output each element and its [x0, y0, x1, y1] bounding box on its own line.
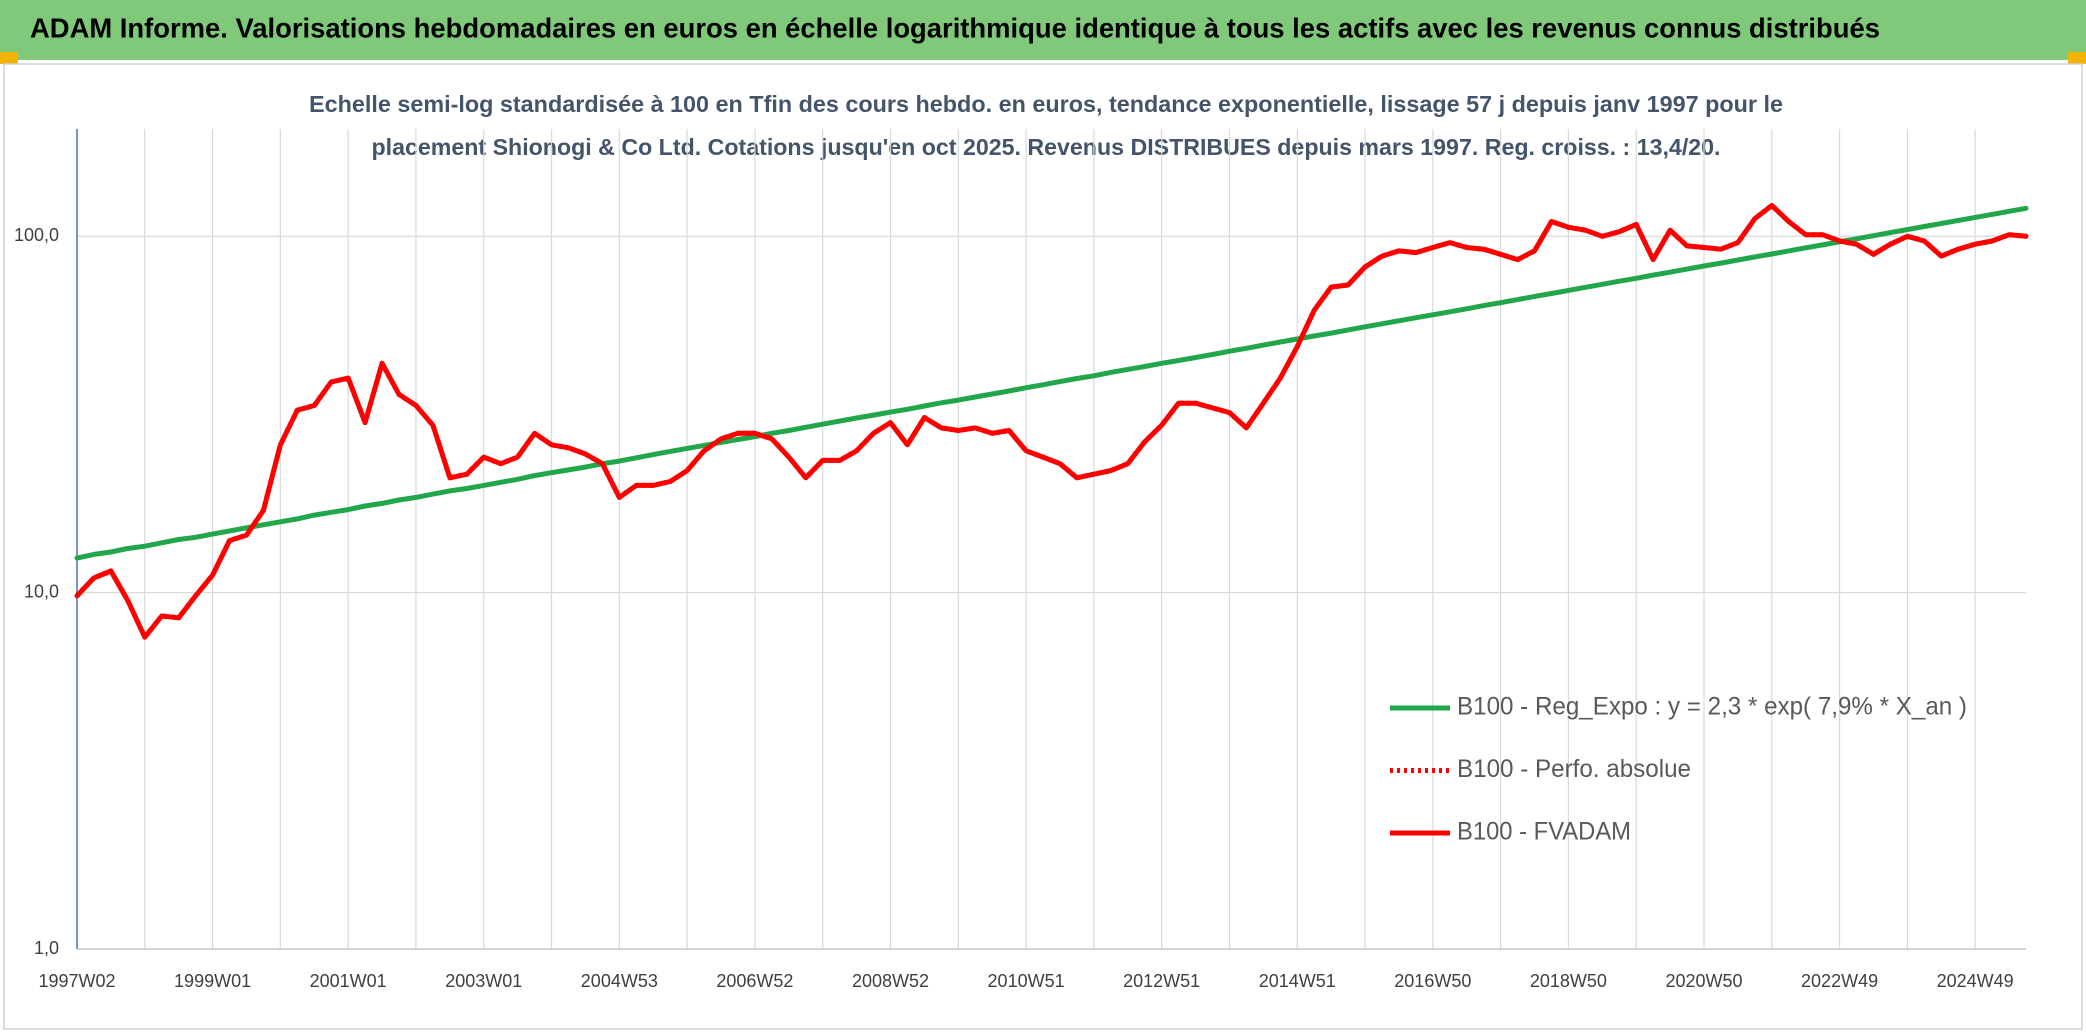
x-tick-label: 2008W52: [852, 971, 929, 991]
x-tick-label: 2018W50: [1530, 971, 1607, 991]
x-tick-label: 2016W50: [1394, 971, 1471, 991]
corner-mark: [0, 52, 18, 64]
title-banner: [0, 0, 2086, 60]
series-line: [74, 203, 2029, 640]
x-tick-label: 2024W49: [1937, 971, 2014, 991]
x-tick-label: 2010W51: [988, 971, 1065, 991]
chart-title: ADAM Informe. Valorisations hebdomadaire…: [30, 12, 1880, 43]
series-line: [74, 205, 2029, 561]
x-tick-label: 2004W53: [581, 971, 658, 991]
legend-label: B100 - Perfo. absolue: [1457, 755, 1691, 783]
subtitle-line: Echelle semi-log standardisée à 100 en T…: [309, 91, 1783, 117]
x-tick-label: 2003W01: [445, 971, 522, 991]
x-tick-label: 2001W01: [310, 971, 387, 991]
subtitle-line: placement Shionogi & Co Ltd. Cotations j…: [372, 134, 1721, 160]
x-tick-label: 2014W51: [1259, 971, 1336, 991]
x-tick-label: 1999W01: [174, 971, 251, 991]
x-tick-label: 2006W52: [716, 971, 793, 991]
x-tick-label: 2012W51: [1123, 971, 1200, 991]
chart-frame: [3, 63, 2083, 1030]
legend-label: B100 - Reg_Expo : y = 2,3 * exp( 7,9% * …: [1457, 693, 1967, 721]
y-tick-label: 10,0: [24, 581, 59, 601]
x-tick-label: 1997W02: [38, 971, 115, 991]
y-tick-label: 100,0: [14, 225, 59, 245]
x-tick-label: 2022W49: [1801, 971, 1878, 991]
corner-mark: [2068, 52, 2086, 64]
y-tick-label: 1,0: [34, 938, 59, 958]
x-tick-label: 2020W50: [1665, 971, 1742, 991]
legend-label: B100 - FVADAM: [1457, 818, 1631, 846]
